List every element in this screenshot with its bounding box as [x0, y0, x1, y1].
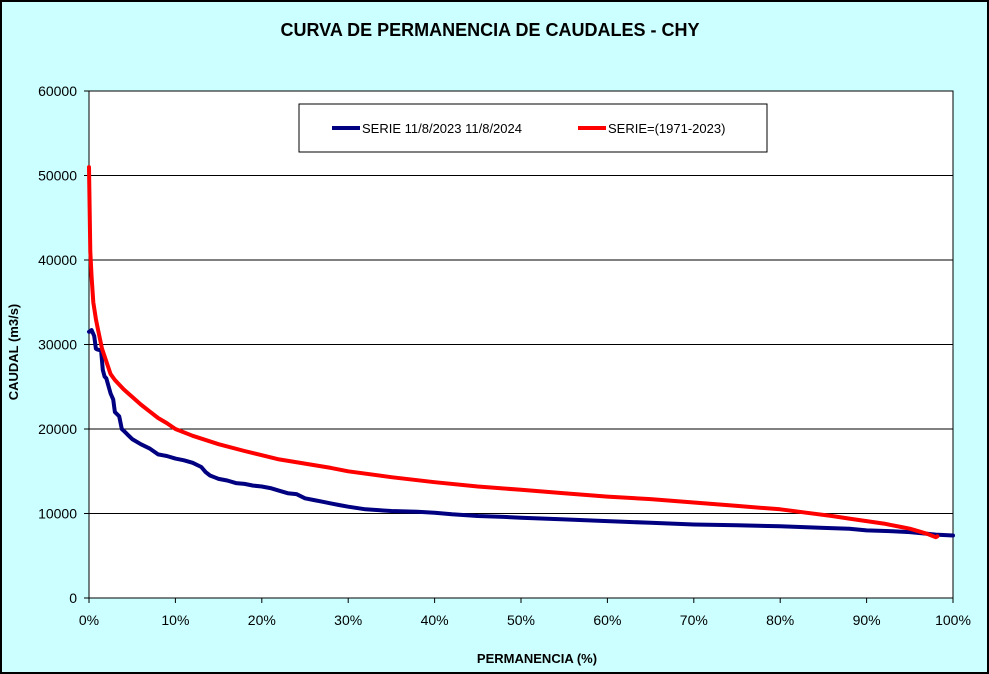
y-axis-label: CAUDAL (m3/s): [6, 304, 21, 401]
x-tick-label: 50%: [507, 612, 535, 628]
legend-box: [298, 103, 768, 153]
x-axis: 0% 10% 20% 30% 40% 50% 60% 70% 80% 90% 100%: [79, 598, 971, 628]
gridlines: [89, 175, 953, 514]
x-tick-label: 40%: [421, 612, 449, 628]
y-tick-label: 50000: [38, 168, 77, 184]
legend: SERIE 11/8/2023 11/8/2024 SERIE=(1971-20…: [298, 103, 768, 153]
legend-label-series-2: SERIE=(1971-2023): [608, 121, 725, 136]
x-tick-label: 20%: [248, 612, 276, 628]
chart-title: CURVA DE PERMANENCIA DE CAUDALES - CHY: [280, 20, 699, 40]
x-tick-label: 0%: [79, 612, 99, 628]
y-tick-label: 10000: [38, 506, 77, 522]
x-tick-label: 70%: [680, 612, 708, 628]
y-axis: 0 10000 20000 30000 40000 50000 60000: [38, 83, 89, 606]
x-tick-label: 80%: [766, 612, 794, 628]
legend-label-series-1: SERIE 11/8/2023 11/8/2024: [362, 121, 522, 136]
y-tick-label: 60000: [38, 83, 77, 99]
y-tick-label: 20000: [38, 421, 77, 437]
series-line-1: [87, 328, 955, 538]
y-tick-label: 30000: [38, 337, 77, 353]
y-tick-label: 40000: [38, 252, 77, 268]
x-tick-label: 10%: [161, 612, 189, 628]
x-tick-label: 60%: [593, 612, 621, 628]
x-tick-label: 100%: [935, 612, 971, 628]
series-layer: [87, 165, 955, 540]
x-tick-label: 30%: [334, 612, 362, 628]
series-line-2: [87, 165, 940, 540]
x-tick-label: 90%: [853, 612, 881, 628]
y-tick-label: 0: [69, 590, 77, 606]
x-axis-label: PERMANENCIA (%): [477, 651, 597, 666]
